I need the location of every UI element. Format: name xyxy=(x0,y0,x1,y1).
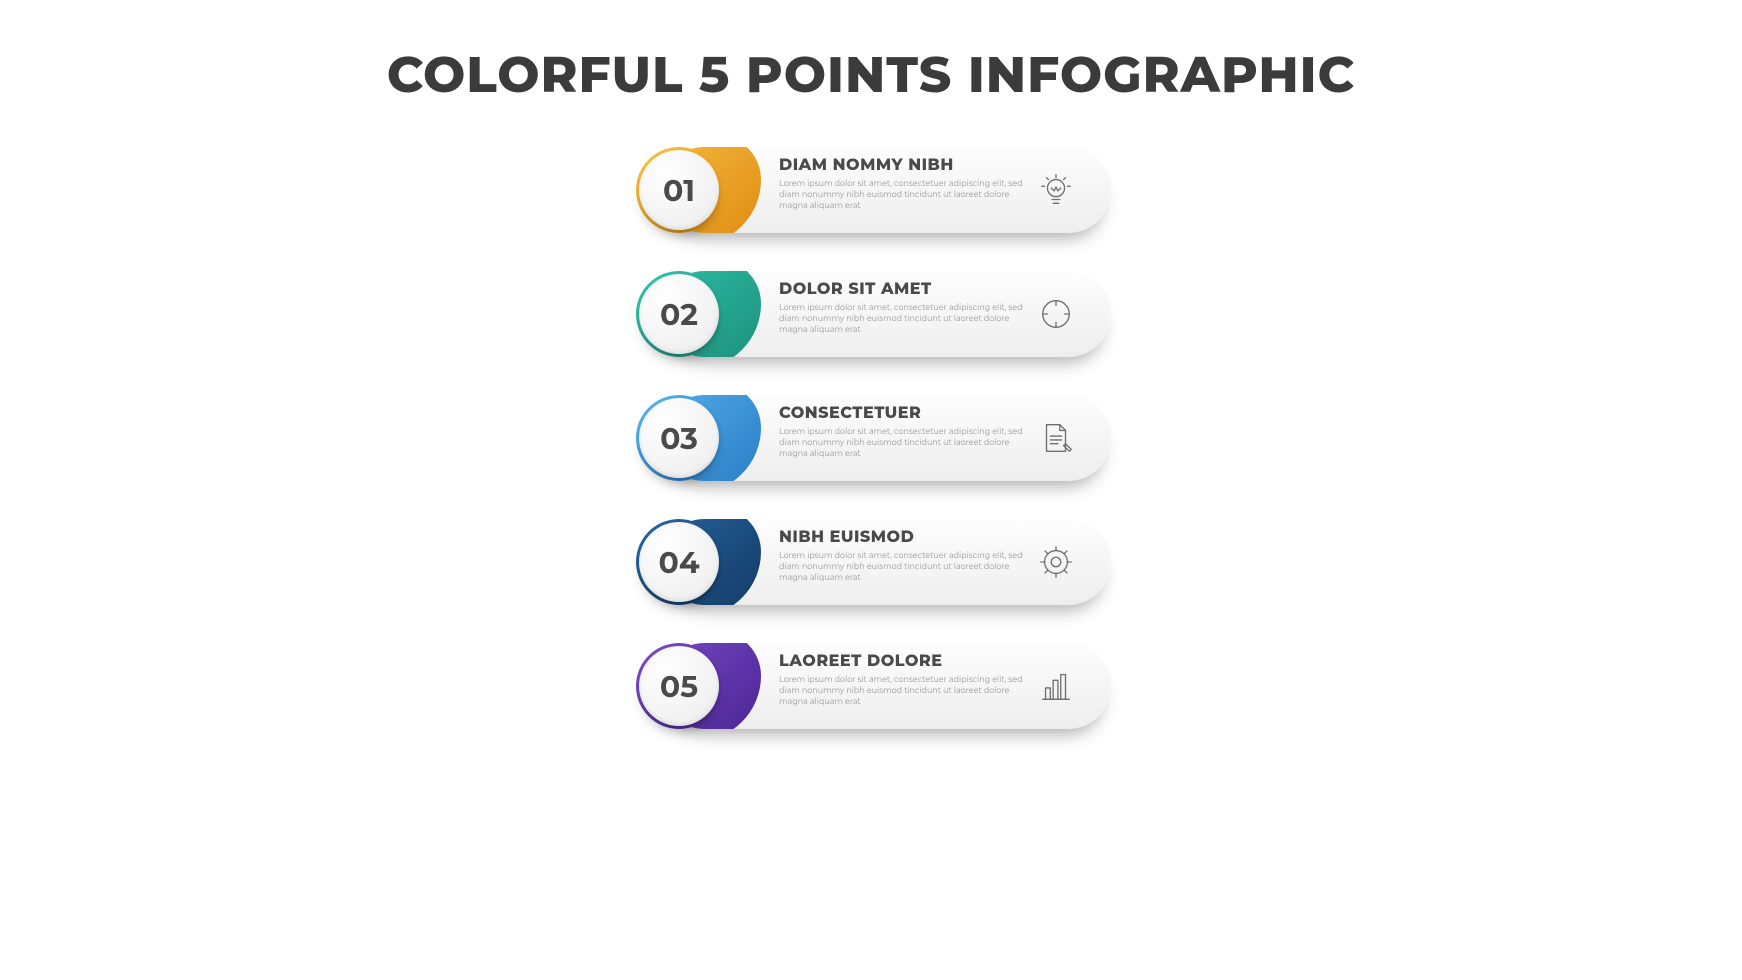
infographic-stack: 01 DIAM NOMMY NIBH Lorem ipsum dolor sit… xyxy=(631,140,1111,760)
step-number: 04 xyxy=(658,544,699,581)
number-disc: 03 xyxy=(639,398,719,478)
lightbulb-icon xyxy=(1037,171,1075,209)
document-edit-icon xyxy=(1037,419,1075,457)
target-icon xyxy=(1037,295,1075,333)
row-body: Lorem ipsum dolor sit amet, consectetuer… xyxy=(779,303,1025,335)
bar-chart-icon xyxy=(1037,667,1075,705)
step-number: 05 xyxy=(660,668,698,705)
row-body: Lorem ipsum dolor sit amet, consectetuer… xyxy=(779,675,1025,707)
row-body: Lorem ipsum dolor sit amet, consectetuer… xyxy=(779,427,1025,459)
number-disc: 04 xyxy=(639,522,719,602)
row-heading: LAOREET DOLORE xyxy=(779,652,1025,671)
row-heading: DIAM NOMMY NIBH xyxy=(779,156,1025,175)
row-content: DIAM NOMMY NIBH Lorem ipsum dolor sit am… xyxy=(779,156,1025,211)
row-content: CONSECTETUER Lorem ipsum dolor sit amet,… xyxy=(779,404,1025,459)
number-disc: 01 xyxy=(639,150,719,230)
page-title: COLORFUL 5 POINTS INFOGRAPHIC xyxy=(0,44,1742,105)
row-body: Lorem ipsum dolor sit amet, consectetuer… xyxy=(779,551,1025,583)
row-heading: CONSECTETUER xyxy=(779,404,1025,423)
number-disc: 05 xyxy=(639,646,719,726)
row-body: Lorem ipsum dolor sit amet, consectetuer… xyxy=(779,179,1025,211)
row-heading: NIBH EUISMOD xyxy=(779,528,1025,547)
row-content: DOLOR SIT AMET Lorem ipsum dolor sit ame… xyxy=(779,280,1025,335)
step-number: 03 xyxy=(660,420,698,457)
row-heading: DOLOR SIT AMET xyxy=(779,280,1025,299)
info-row: 03 CONSECTETUER Lorem ipsum dolor sit am… xyxy=(631,388,1111,488)
step-number: 02 xyxy=(660,296,698,333)
gear-icon xyxy=(1037,543,1075,581)
row-content: NIBH EUISMOD Lorem ipsum dolor sit amet,… xyxy=(779,528,1025,583)
info-row: 01 DIAM NOMMY NIBH Lorem ipsum dolor sit… xyxy=(631,140,1111,240)
step-number: 01 xyxy=(663,172,695,209)
row-content: LAOREET DOLORE Lorem ipsum dolor sit ame… xyxy=(779,652,1025,707)
info-row: 05 LAOREET DOLORE Lorem ipsum dolor sit … xyxy=(631,636,1111,736)
number-disc: 02 xyxy=(639,274,719,354)
info-row: 02 DOLOR SIT AMET Lorem ipsum dolor sit … xyxy=(631,264,1111,364)
info-row: 04 NIBH EUISMOD Lorem ipsum dolor sit am… xyxy=(631,512,1111,612)
